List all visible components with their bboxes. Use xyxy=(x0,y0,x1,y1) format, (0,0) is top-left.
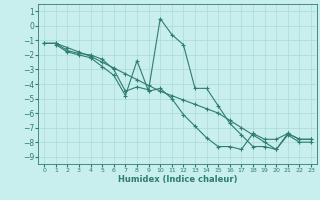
X-axis label: Humidex (Indice chaleur): Humidex (Indice chaleur) xyxy=(118,175,237,184)
